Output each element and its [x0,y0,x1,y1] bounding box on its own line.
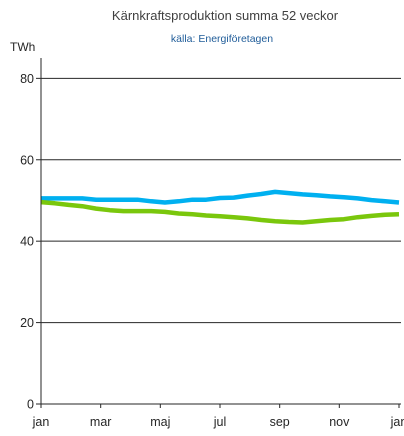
y-tick-label-40: 40 [20,235,34,249]
chart-title: Kärnkraftsproduktion summa 52 veckor [112,8,339,23]
x-tick-label-2: maj [150,415,170,429]
x-tick-label-6: jan [390,415,404,429]
y-tick-label-80: 80 [20,72,34,86]
x-tick-label-5: nov [329,415,350,429]
y-tick-label-60: 60 [20,153,34,167]
series-line-0 [41,189,400,205]
x-tick-label-0: jan [32,415,50,429]
y-unit-label: TWh [10,40,35,54]
x-tick-label-3: jul [213,415,227,429]
x-tick-labels: jan mar maj jul sep nov jan [32,415,404,429]
x-tick-label-4: sep [270,415,290,429]
y-tick-label-0: 0 [27,398,34,412]
y-tick-label-20: 20 [20,316,34,330]
series-lines [40,189,400,225]
y-tick-labels: 0 20 40 60 80 [20,72,34,412]
gridlines [36,77,401,408]
series-line-1 [40,199,400,225]
x-tick-label-1: mar [90,415,112,429]
chart-subtitle: källa: Energiföretagen [171,33,273,45]
